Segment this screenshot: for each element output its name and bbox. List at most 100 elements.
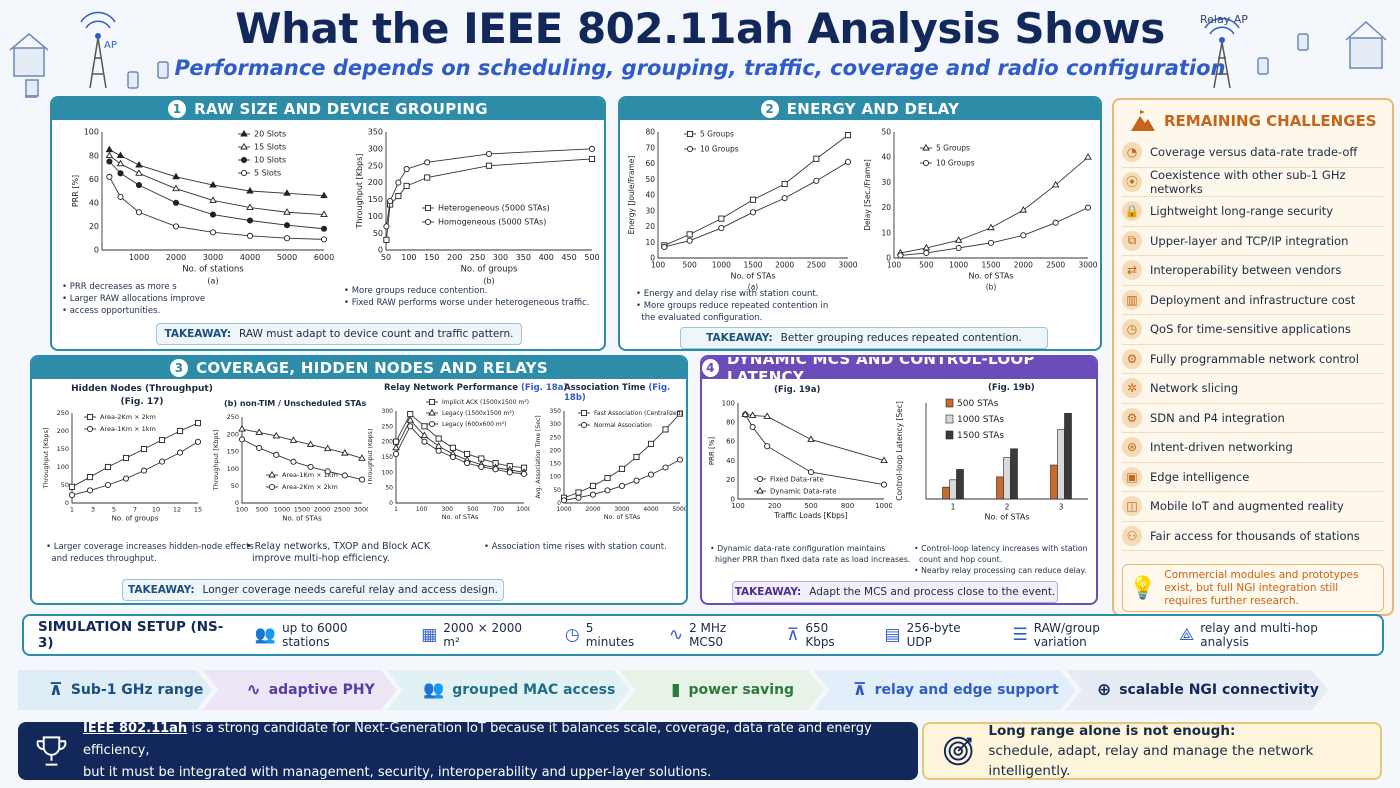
- tick-label: 500: [919, 261, 934, 270]
- tick-label: 300: [441, 506, 453, 513]
- data-point: [763, 412, 771, 419]
- data-point: [117, 193, 124, 200]
- data-point: [575, 494, 582, 501]
- simulation-item: ⟁ relay and multi-hop analysis: [1179, 621, 1368, 649]
- data-point: [104, 463, 112, 471]
- data-point: [633, 477, 640, 484]
- series-line: [385, 158, 593, 240]
- data-point: [392, 443, 400, 451]
- data-point: [324, 468, 331, 475]
- series-line: [664, 134, 849, 246]
- bullets-a: • Dynamic data-rate configuration mainta…: [710, 543, 910, 565]
- bar: [1010, 448, 1018, 500]
- panel-number: 3: [170, 359, 189, 377]
- bar: [942, 486, 950, 500]
- clock-icon: ◷: [1122, 319, 1142, 340]
- tick-label: 40: [645, 191, 655, 200]
- data-point: [580, 409, 588, 417]
- flow-step: ⊼ relay and edge support: [814, 670, 1076, 710]
- data-point: [421, 438, 428, 445]
- tick-label: 250: [368, 161, 383, 170]
- data-point: [320, 191, 328, 199]
- tick-label: 300: [493, 253, 508, 262]
- series-group: [68, 438, 202, 499]
- data-point: [492, 466, 499, 473]
- data-point: [86, 425, 94, 433]
- tick-label: 200: [368, 178, 383, 187]
- challenge-label: QoS for time-sensitive applications: [1150, 322, 1351, 337]
- data-point: [435, 447, 442, 454]
- tick-label: 60: [89, 175, 99, 184]
- axis: [893, 132, 1088, 259]
- chart-latency: Control-loop Latency [Sec] No. of STAs 1 2 3…: [896, 398, 1088, 521]
- bar: [956, 469, 964, 500]
- data-point: [256, 444, 263, 452]
- tick-label: 500: [256, 506, 268, 514]
- tick-label: 60: [726, 438, 735, 446]
- data-point: [506, 469, 513, 476]
- tick-label: 20: [881, 203, 891, 212]
- trophy-icon: [36, 736, 67, 766]
- series-group: [560, 456, 684, 504]
- flow-step: 👥 grouped MAC access: [387, 670, 630, 710]
- data-point: [420, 431, 429, 438]
- data-point: [135, 169, 143, 176]
- tick-label: 200: [550, 447, 562, 454]
- challenges-header: REMAINING CHALLENGES: [1114, 100, 1392, 132]
- tick-label: 12: [173, 506, 181, 514]
- tick-label: 0: [235, 499, 239, 507]
- challenge-item: ⚇ Fair access for thousands of stations: [1122, 522, 1384, 551]
- legend-label: 500 STAs: [957, 399, 999, 409]
- data-point: [209, 211, 217, 218]
- bullets-c: • Association time rises with station co…: [484, 541, 667, 553]
- series-group: [105, 151, 328, 218]
- data-point: [341, 472, 348, 479]
- tick-label: 5: [112, 506, 116, 514]
- sdn-icon: ⚙: [1122, 407, 1142, 428]
- tick-label: 15: [194, 506, 202, 514]
- data-point: [283, 208, 291, 215]
- x-axis-label: No. of stations: [182, 265, 244, 275]
- data-point: [176, 449, 184, 456]
- clock-icon: ◷: [564, 625, 580, 645]
- tick-label: 2500: [807, 261, 826, 270]
- tick-label: 350: [368, 128, 383, 137]
- tick-label: 250: [227, 413, 239, 421]
- data-point: [718, 215, 725, 222]
- bullet: • Control-loop latency increases with st…: [914, 544, 1088, 553]
- chart-energy: Energy [Joule/Frame] No. of STAs (a) 0 10 20 3…: [627, 128, 858, 292]
- data-point: [122, 454, 130, 462]
- chart-raw-groups: Throughput [Kbps]No. of groups(b)0501001…: [355, 128, 600, 286]
- series-group: [897, 204, 1092, 259]
- data-point: [686, 231, 693, 238]
- data-point: [135, 182, 143, 189]
- bullet: • Fixed RAW performs worse under heterog…: [344, 298, 590, 308]
- data-point: [116, 159, 125, 167]
- challenge-item: ⧉ Upper-layer and TCP/IP integration: [1122, 227, 1384, 256]
- panel-header: 3 COVERAGE, HIDDEN NODES AND RELAYS: [32, 357, 686, 379]
- y-axis-label: Throughput [Kbps]: [355, 154, 364, 230]
- data-point: [158, 436, 166, 444]
- simulation-title: SIMULATION SETUP (NS-3): [38, 619, 224, 651]
- flow-label: grouped MAC access: [452, 682, 616, 698]
- data-point: [434, 442, 443, 449]
- data-point: [306, 440, 315, 447]
- bullet: • More groups reduce repeated contention…: [636, 301, 829, 311]
- tick-label: 20: [645, 222, 655, 231]
- data-point: [748, 411, 757, 418]
- data-point: [86, 487, 94, 494]
- tick-label: 40: [881, 153, 891, 162]
- tick-label: 20: [89, 222, 99, 231]
- challenge-item: ▥ Deployment and infrastructure cost: [1122, 286, 1384, 315]
- data-point: [289, 436, 298, 443]
- series-group: [68, 420, 202, 490]
- data-point: [449, 453, 456, 461]
- legend-swatch: [945, 398, 954, 408]
- panel-raw-grouping: 1 RAW SIZE AND DEVICE GROUPING PRR [%] No.…: [50, 96, 606, 351]
- tick-label: 100: [401, 253, 416, 262]
- data-point: [194, 438, 202, 445]
- tick-label: 10: [152, 506, 160, 514]
- chart-mcs-prr: PRR [%] Traffic Loads [Kbps] 0 20 40 60 80 100 1…: [708, 399, 892, 520]
- tick-label: 50: [645, 175, 655, 184]
- data-point: [813, 155, 820, 162]
